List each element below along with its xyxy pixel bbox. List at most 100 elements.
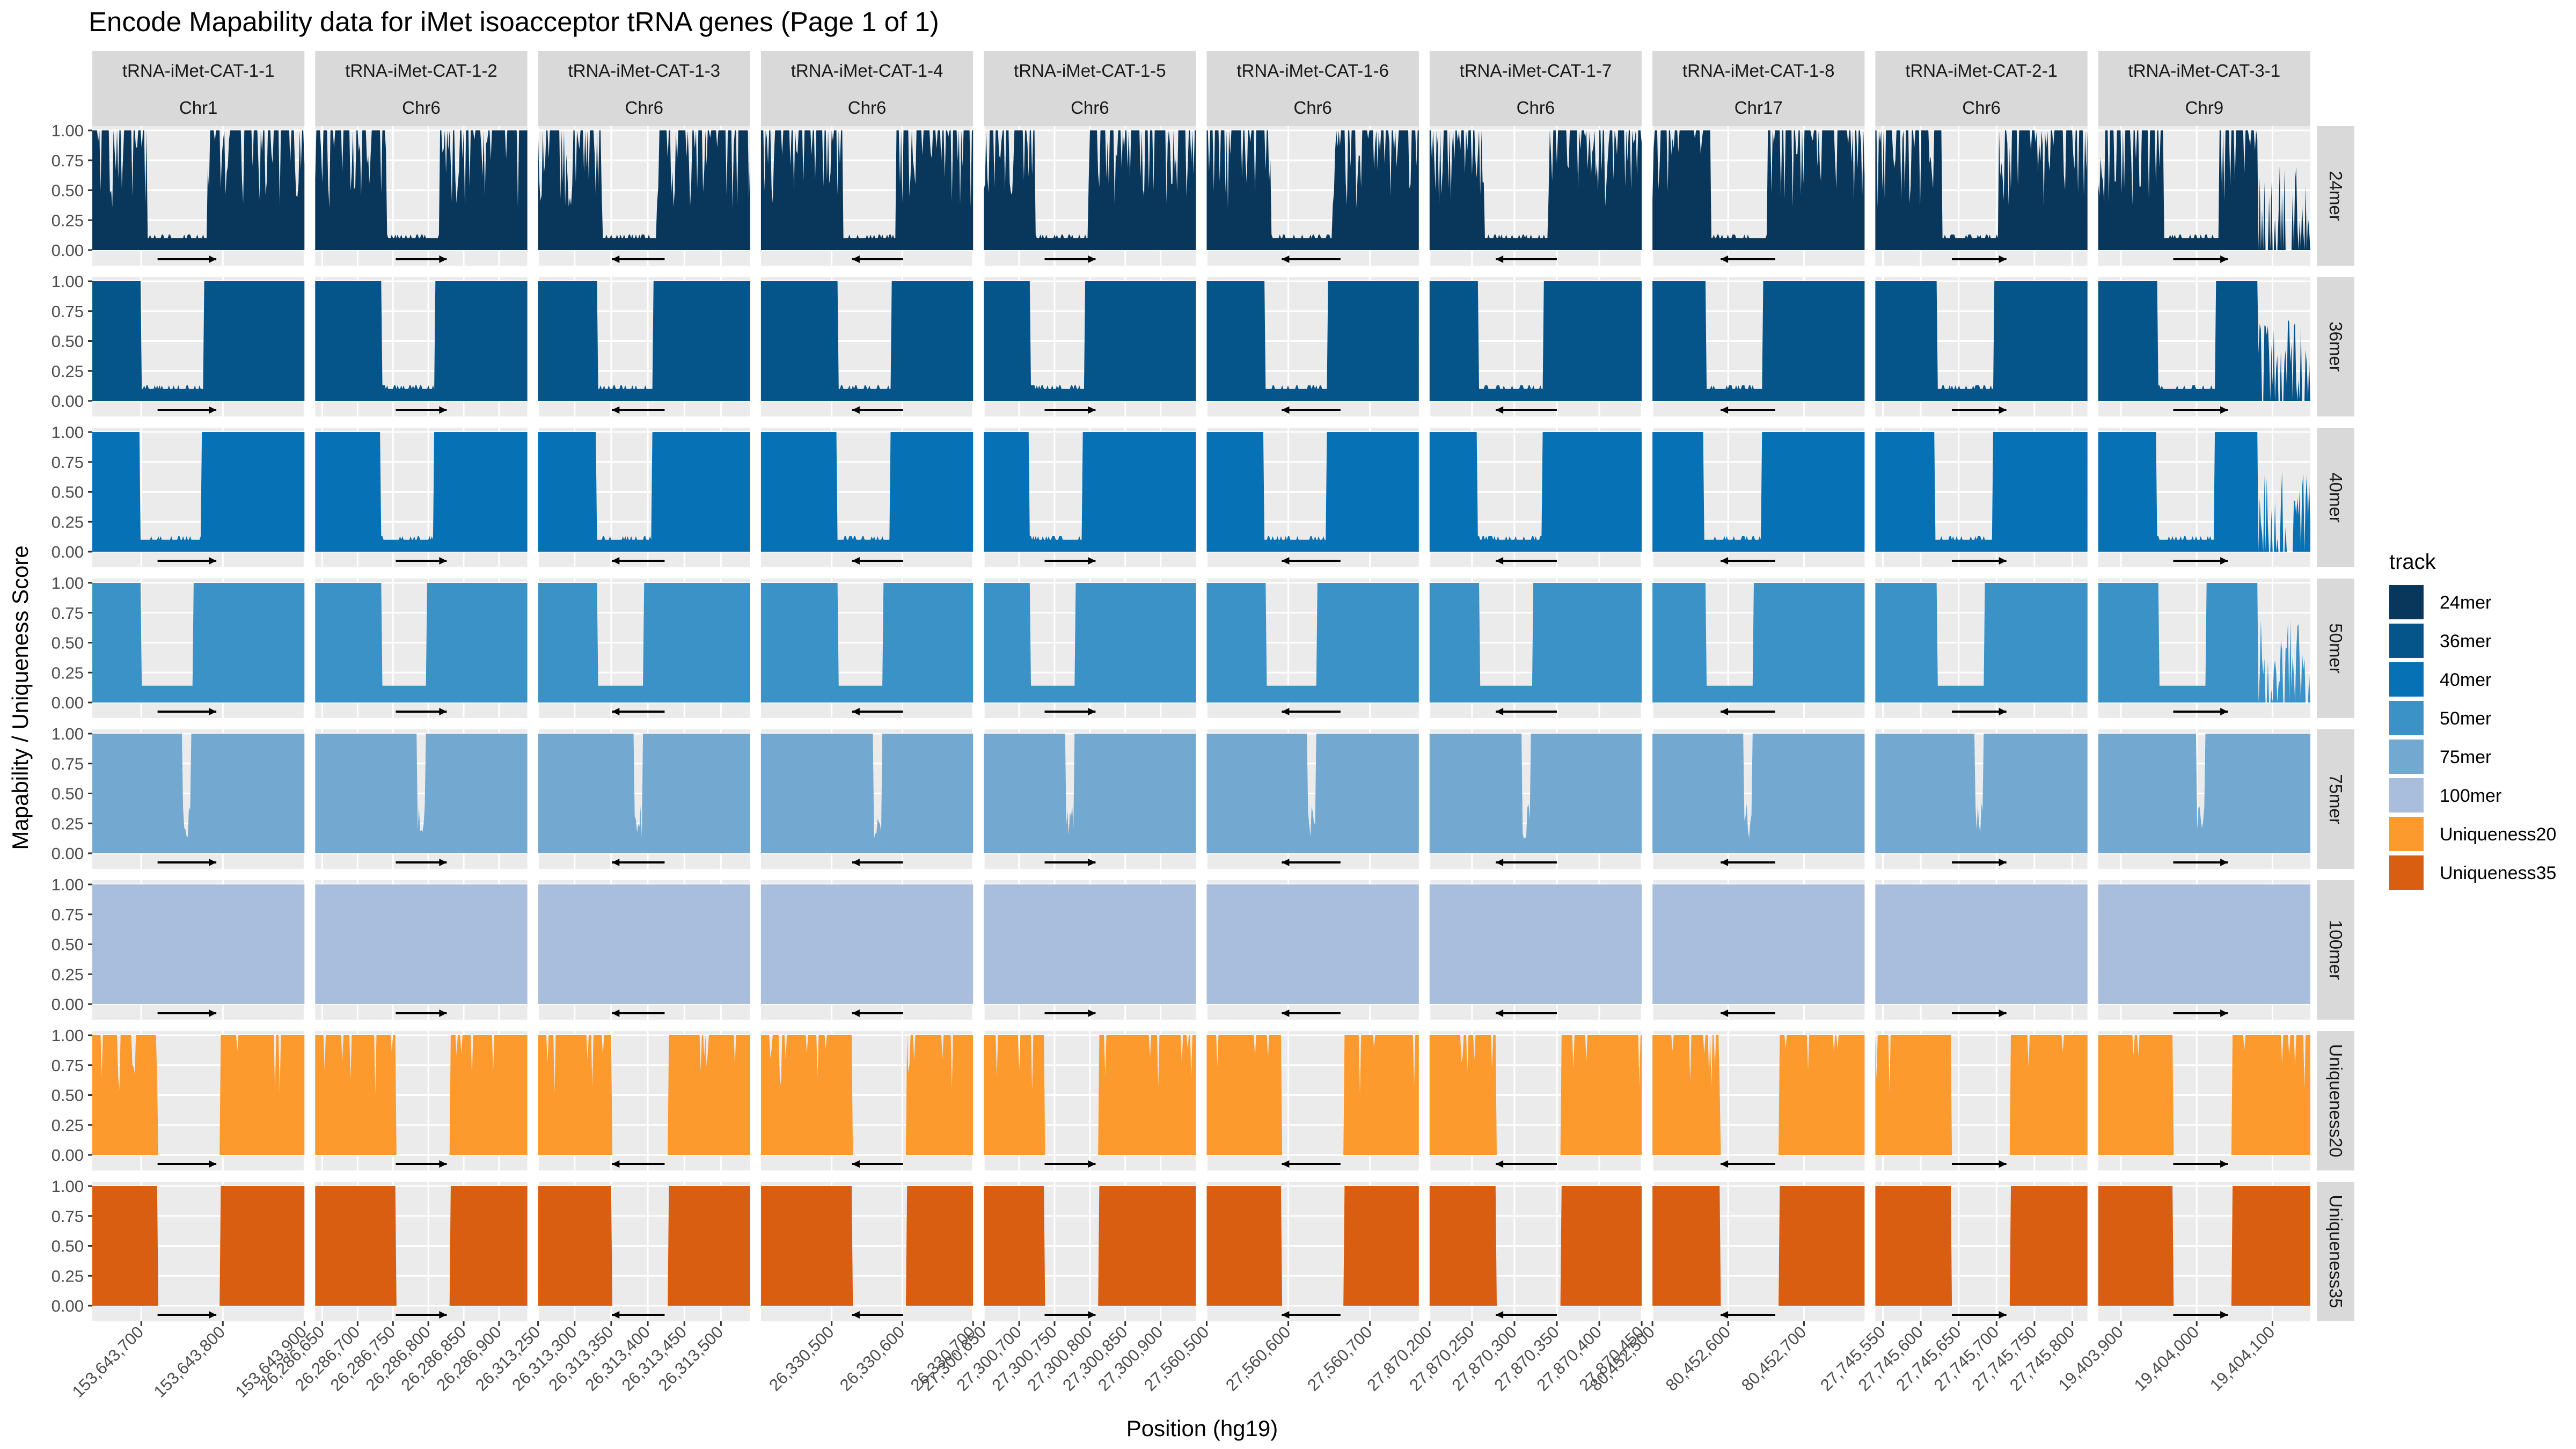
- gene-arrow-head: [1088, 1009, 1096, 1017]
- y-tick-label: 0.50: [52, 1237, 84, 1256]
- area-36mer: [760, 281, 974, 401]
- gene-arrow-head: [2220, 708, 2228, 715]
- gene-arrow-head: [439, 255, 447, 263]
- area-Uniqueness35: [760, 1186, 974, 1306]
- gene-arrow-head: [1721, 406, 1729, 414]
- area-40mer: [315, 432, 528, 552]
- gene-arrow-head: [1496, 1160, 1504, 1168]
- gene-arrow-head: [1088, 406, 1096, 414]
- track-strip-label: 40mer: [2326, 472, 2346, 523]
- gene-strip-label: tRNA-iMet-CAT-2-1: [1905, 61, 2058, 80]
- y-tick-label: 0.50: [52, 181, 84, 200]
- gene-strip-label: tRNA-iMet-CAT-3-1: [2128, 61, 2281, 80]
- area-Uniqueness35: [1429, 1186, 1642, 1306]
- track-strip-label: 50mer: [2326, 623, 2346, 674]
- area-75mer: [1429, 734, 1642, 853]
- area-24mer: [1875, 130, 2088, 250]
- gene-strip-label: tRNA-iMet-CAT-1-8: [1682, 61, 1835, 80]
- area-Uniqueness35: [315, 1186, 528, 1306]
- legend-label: 36mer: [2440, 631, 2491, 652]
- gene-arrow-head: [852, 406, 860, 414]
- area-Uniqueness35: [1206, 1186, 1419, 1306]
- y-tick-label: 0.25: [52, 663, 84, 682]
- area-24mer: [92, 130, 305, 250]
- area-50mer: [1206, 583, 1419, 702]
- gene-arrow-head: [1282, 406, 1290, 414]
- area-50mer: [2098, 583, 2310, 702]
- gene-strip-chrom: Chr9: [2185, 98, 2224, 118]
- gene-arrow-head: [1721, 859, 1729, 866]
- area-Uniqueness20: [2098, 1035, 2310, 1155]
- gene-arrow-head: [1088, 1160, 1096, 1168]
- area-40mer: [1652, 432, 1865, 552]
- area-36mer: [1429, 281, 1642, 401]
- area-24mer: [315, 130, 528, 250]
- y-tick-label: 0.00: [52, 693, 84, 712]
- gene-strip: [1652, 51, 1865, 126]
- x-tick-label: 26,330,600: [836, 1322, 908, 1394]
- gene-arrow-head: [1721, 255, 1729, 263]
- gene-arrow-head: [1999, 708, 2007, 715]
- y-tick-label: 0.00: [52, 1146, 84, 1165]
- y-tick-label: 0.00: [52, 241, 84, 260]
- gene-strip: [1429, 51, 1642, 126]
- y-tick-label: 0.75: [52, 905, 84, 924]
- gene-arrow-head: [1282, 708, 1290, 715]
- gene-arrow-head: [1088, 255, 1096, 263]
- track-strip: [2317, 277, 2354, 416]
- gene-strip-label: tRNA-iMet-CAT-1-7: [1460, 61, 1612, 80]
- y-tick-label: 0.25: [52, 513, 84, 531]
- track-strip: [2317, 579, 2354, 718]
- gene-strip: [538, 51, 750, 126]
- gene-arrow-head: [209, 557, 217, 565]
- y-tick-label: 1.00: [52, 875, 84, 894]
- area-40mer: [760, 432, 974, 552]
- area-75mer: [315, 734, 528, 853]
- gene-arrow-head: [209, 708, 217, 715]
- y-tick-label: 0.50: [52, 483, 84, 502]
- gene-arrow-head: [1721, 557, 1729, 565]
- gene-arrow-head: [852, 255, 860, 263]
- track-strip: [2317, 880, 2354, 1020]
- area-50mer: [760, 583, 974, 702]
- gene-strip-chrom: Chr6: [1293, 98, 1332, 118]
- gene-arrow-head: [2220, 406, 2228, 414]
- gene-strip-chrom: Chr6: [1962, 98, 2001, 118]
- area-24mer: [1429, 130, 1642, 250]
- track-strip: [2317, 729, 2354, 869]
- area-50mer: [92, 583, 305, 702]
- gene-arrow-head: [1721, 708, 1729, 715]
- gene-arrow-head: [1721, 1311, 1729, 1319]
- track-strip: [2317, 428, 2354, 567]
- gene-arrow-head: [1088, 859, 1096, 866]
- gene-arrow-head: [439, 557, 447, 565]
- gene-arrow-head: [439, 1160, 447, 1168]
- track-strip-label: 36mer: [2326, 321, 2346, 372]
- area-50mer: [538, 583, 750, 702]
- gene-arrow-head: [1282, 1311, 1290, 1319]
- area-24mer: [760, 130, 974, 250]
- gene-arrow-head: [852, 1311, 860, 1319]
- area-36mer: [1875, 281, 2088, 401]
- area-100mer: [2098, 884, 2310, 1004]
- area-Uniqueness20: [1206, 1035, 1419, 1155]
- x-tick-label: 27,560,700: [1304, 1322, 1375, 1394]
- gene-arrow-head: [439, 1009, 447, 1017]
- x-tick-label: 80,452,700: [1738, 1322, 1810, 1394]
- gene-strip-chrom: Chr6: [848, 98, 887, 118]
- area-75mer: [760, 734, 974, 853]
- gene-arrow-head: [1088, 708, 1096, 715]
- area-36mer: [2098, 281, 2310, 401]
- area-24mer: [984, 130, 1196, 250]
- y-tick-label: 0.75: [52, 453, 84, 472]
- area-50mer: [315, 583, 528, 702]
- gene-arrow-head: [612, 557, 620, 565]
- area-Uniqueness20: [92, 1035, 305, 1155]
- track-strip: [2317, 126, 2354, 266]
- gene-strip-label: tRNA-iMet-CAT-1-2: [345, 61, 497, 80]
- y-tick-label: 0.00: [52, 995, 84, 1014]
- legend-label: Uniqueness20: [2440, 824, 2556, 845]
- legend-key-75mer: [2389, 740, 2424, 774]
- area-Uniqueness35: [984, 1186, 1196, 1306]
- area-Uniqueness35: [1875, 1186, 2088, 1306]
